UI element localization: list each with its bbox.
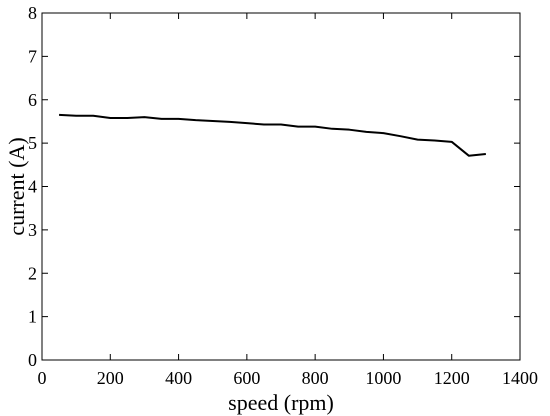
y-tick-label: 0	[28, 350, 37, 370]
x-tick-label: 200	[97, 368, 124, 388]
y-tick-label: 6	[28, 90, 37, 110]
series-group	[59, 113, 486, 157]
tick-labels-group: 0 200 400 600 800 1000 1200 1400 0 1 2 3 4 5 6 7 8	[28, 3, 538, 388]
current-series-line	[59, 113, 486, 157]
y-tick-label: 1	[28, 307, 37, 327]
y-tick-label: 3	[28, 220, 37, 240]
y-tick-label: 5	[28, 133, 37, 153]
ticks-group	[41, 12, 521, 361]
x-axis-label: speed (rpm)	[228, 390, 334, 415]
x-tick-label: 800	[302, 368, 329, 388]
y-tick-label: 7	[28, 46, 37, 66]
x-tick-label: 1200	[434, 368, 470, 388]
y-tick-label: 2	[28, 263, 37, 283]
x-tick-label: 600	[233, 368, 260, 388]
y-tick-label: 4	[28, 177, 37, 197]
y-tick-label: 8	[28, 3, 37, 23]
x-tick-label: 1400	[502, 368, 538, 388]
x-tick-label: 0	[38, 368, 47, 388]
x-tick-label: 1000	[365, 368, 401, 388]
plot-frame	[41, 12, 521, 361]
x-tick-label: 400	[165, 368, 192, 388]
y-axis-label: current (A)	[4, 137, 29, 235]
